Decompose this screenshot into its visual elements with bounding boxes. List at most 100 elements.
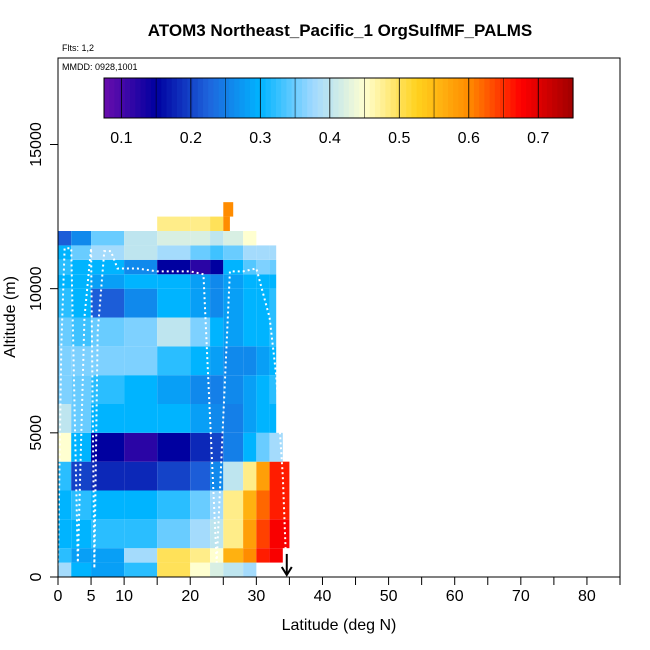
colorbar-segment — [520, 78, 527, 118]
heatmap-cell — [210, 288, 224, 318]
heatmap-cell — [256, 404, 270, 433]
heatmap-cell — [190, 346, 211, 376]
heatmap-cell — [91, 245, 125, 260]
colorbar-segment — [531, 78, 538, 118]
colorbar-segment — [468, 78, 475, 118]
y-tick-label: 5000 — [28, 415, 45, 451]
y-tick-label: 0 — [28, 572, 45, 581]
heatmap-cell — [256, 548, 270, 563]
heatmap-cell — [210, 562, 224, 577]
heatmap-cell — [71, 259, 92, 275]
colorbar-segment — [239, 78, 246, 118]
colorbar-segment — [234, 78, 241, 118]
heatmap-cell — [223, 245, 244, 260]
x-tick-label: 5 — [87, 588, 96, 605]
heatmap-cell — [269, 288, 277, 318]
colorbar-segment — [473, 78, 480, 118]
colorbar-segment — [489, 78, 496, 118]
heatmap-cell — [157, 404, 191, 433]
heatmap-cell — [157, 274, 191, 289]
heatmap-cell — [210, 548, 224, 563]
heatmap-cell — [210, 346, 224, 376]
heatmap-cell — [124, 231, 158, 246]
heatmap-cell — [124, 404, 158, 433]
colorbar-segment — [176, 78, 183, 118]
heatmap-cell — [243, 274, 257, 289]
colorbar-segment — [223, 78, 230, 118]
heatmap-cell — [210, 245, 224, 260]
colorbar-segment — [150, 78, 157, 118]
heatmap-cell — [71, 519, 92, 549]
colorbar-tick-label: 0.4 — [319, 130, 341, 147]
colorbar-segment — [416, 78, 423, 118]
heatmap-cell — [256, 375, 270, 404]
heatmap-cell — [256, 461, 270, 491]
heatmap-cell — [58, 432, 72, 462]
colorbar-segment — [124, 78, 131, 118]
heatmap-cell — [58, 404, 72, 433]
heatmap-cell — [190, 231, 211, 246]
y-axis-label: Altitude (m) — [2, 276, 19, 358]
colorbar-segment — [312, 78, 319, 118]
colorbar-tick-label: 0.3 — [249, 130, 271, 147]
colorbar-segment — [302, 78, 308, 118]
heatmap-cell — [157, 245, 191, 260]
heatmap-cell — [71, 274, 92, 289]
x-tick-label: 0 — [54, 588, 63, 605]
heatmap-cell — [71, 432, 92, 462]
colorbar-segment — [411, 78, 418, 118]
colorbar-segment — [166, 78, 173, 118]
heatmap-cell — [256, 432, 270, 462]
heatmap-cell — [243, 259, 257, 275]
heatmap-cell — [91, 346, 125, 376]
heatmap-cell — [210, 490, 224, 520]
heatmap-cell — [71, 461, 92, 491]
colorbar-segment — [197, 78, 204, 118]
colorbar: 0.1 0.2 0.3 0.4 0.5 0.6 0.7 — [103, 77, 574, 147]
colorbar-segment — [229, 78, 235, 118]
heatmap-cell — [210, 259, 224, 275]
heatmap-cell — [190, 288, 211, 318]
heatmap-cell — [91, 519, 125, 549]
heatmap-cell — [190, 432, 211, 462]
heatmap-cell — [210, 231, 224, 246]
heatmap-cell — [243, 519, 257, 549]
colorbar-segment — [130, 78, 136, 118]
heatmap-cell — [190, 562, 211, 577]
heatmap-cell — [210, 404, 224, 433]
heatmap-cell — [269, 259, 277, 275]
colorbar-segment — [437, 78, 444, 118]
heatmap-cell — [190, 548, 211, 563]
colorbar-segment — [281, 78, 287, 118]
heatmap-cell — [124, 259, 158, 275]
heatmap-cell — [71, 231, 92, 246]
heatmap-cell — [157, 375, 191, 404]
heatmap-cell — [269, 375, 277, 404]
heatmap-cell — [256, 519, 270, 549]
heatmap-cell — [256, 245, 270, 260]
heatmap-cell — [157, 490, 191, 520]
colorbar-segment — [385, 78, 392, 118]
heatmap-cell — [223, 519, 244, 549]
heatmap-cell — [223, 461, 244, 491]
colorbar-segment — [395, 78, 402, 118]
heatmap-cell — [190, 490, 211, 520]
heatmap-cell — [124, 548, 158, 563]
colorbar-segment — [447, 78, 454, 118]
colorbar-segment — [359, 78, 366, 118]
heatmap-cell — [124, 490, 158, 520]
heatmap-cell — [157, 216, 191, 231]
heatmap-cell — [243, 245, 257, 260]
x-axis-label: Latitude (deg N) — [282, 617, 397, 634]
colorbar-segment — [515, 78, 522, 118]
heatmap-cell — [243, 432, 257, 462]
heatmap-cell — [71, 245, 92, 260]
heatmap-cell — [58, 259, 72, 275]
heatmap-cell — [91, 490, 125, 520]
heatmap-cell — [58, 231, 72, 246]
colorbar-segment — [406, 78, 413, 118]
heatmap-cell — [124, 274, 158, 289]
heatmap-cell — [223, 548, 244, 563]
heatmap-cell — [124, 288, 158, 318]
heatmap-cell — [71, 288, 92, 318]
